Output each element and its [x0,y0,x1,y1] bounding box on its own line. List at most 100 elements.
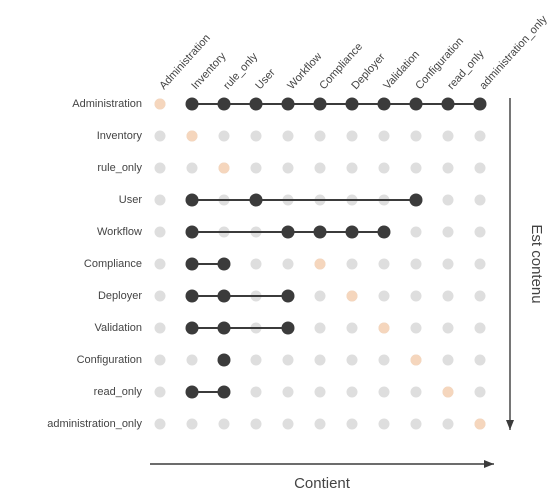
member-dot [282,322,295,335]
member-dot [346,226,359,239]
row-label: administration_only [47,418,142,430]
diagonal-dot [187,131,198,142]
diagonal-dot [379,323,390,334]
grid-dot [379,291,390,302]
row-label: Deployer [98,290,142,302]
member-dot [186,386,199,399]
grid-dot [475,195,486,206]
grid-dot [411,259,422,270]
grid-dot [411,291,422,302]
grid-dot [443,227,454,238]
grid-dot [251,419,262,430]
grid-dot [443,195,454,206]
grid-dot [155,323,166,334]
grid-dot [379,355,390,366]
diagonal-dot [347,291,358,302]
grid-dot [187,163,198,174]
grid-dot [475,227,486,238]
member-dot [346,98,359,111]
grid-dot [251,131,262,142]
diagonal-dot [315,259,326,270]
diagonal-dot [155,99,166,110]
member-dot [218,386,231,399]
diagonal-dot [411,355,422,366]
grid-dot [411,227,422,238]
grid-dot [315,163,326,174]
grid-dot [251,163,262,174]
grid-dot [379,163,390,174]
member-dot [442,98,455,111]
member-dot [218,290,231,303]
member-dot [250,194,263,207]
grid-dot [155,355,166,366]
grid-dot [347,131,358,142]
row-label: Administration [72,98,142,110]
grid-dot [347,323,358,334]
role-matrix-chart: AdministrationInventoryrule_onlyUserWork… [0,0,550,503]
grid-dot [315,387,326,398]
member-dot [186,258,199,271]
diagonal-dot [475,419,486,430]
member-dot [378,226,391,239]
member-dot [378,98,391,111]
grid-dot [283,131,294,142]
grid-dot [315,419,326,430]
grid-dot [155,387,166,398]
grid-dot [475,259,486,270]
grid-dot [475,355,486,366]
grid-dot [475,323,486,334]
grid-dot [443,291,454,302]
grid-dot [315,291,326,302]
grid-dot [347,259,358,270]
grid-dot [187,355,198,366]
member-dot [282,226,295,239]
grid-dot [411,131,422,142]
grid-dot [283,355,294,366]
grid-dot [379,419,390,430]
grid-dot [187,419,198,430]
member-dot [314,98,327,111]
grid-dot [475,387,486,398]
member-dot [218,322,231,335]
grid-dot [475,291,486,302]
member-dot [282,290,295,303]
grid-dot [347,163,358,174]
row-label: Compliance [84,258,142,270]
row-label: rule_only [97,162,142,174]
grid-dot [411,323,422,334]
member-dot [474,98,487,111]
grid-dot [443,259,454,270]
grid-dot [155,163,166,174]
grid-dot [219,131,230,142]
row-label: Validation [95,322,143,334]
member-dot [186,194,199,207]
grid-dot [155,291,166,302]
grid-dot [315,323,326,334]
grid-dot [411,419,422,430]
member-dot [218,258,231,271]
grid-dot [251,355,262,366]
y-axis-label: Est contenu [528,224,545,303]
grid-dot [475,131,486,142]
row-label: Configuration [77,354,142,366]
member-dot [250,98,263,111]
grid-dot [443,323,454,334]
row-label: read_only [94,386,143,398]
member-dot [218,354,231,367]
grid-dot [347,419,358,430]
member-dot [186,226,199,239]
grid-dot [283,259,294,270]
grid-dot [155,419,166,430]
grid-dot [315,131,326,142]
row-label: User [119,194,143,206]
grid-dot [283,387,294,398]
grid-dot [219,419,230,430]
diagonal-dot [219,163,230,174]
x-axis-label: Contient [294,475,351,492]
grid-dot [475,163,486,174]
grid-dot [251,259,262,270]
member-dot [410,194,423,207]
grid-dot [251,387,262,398]
grid-dot [379,387,390,398]
row-label: Workflow [97,226,142,238]
